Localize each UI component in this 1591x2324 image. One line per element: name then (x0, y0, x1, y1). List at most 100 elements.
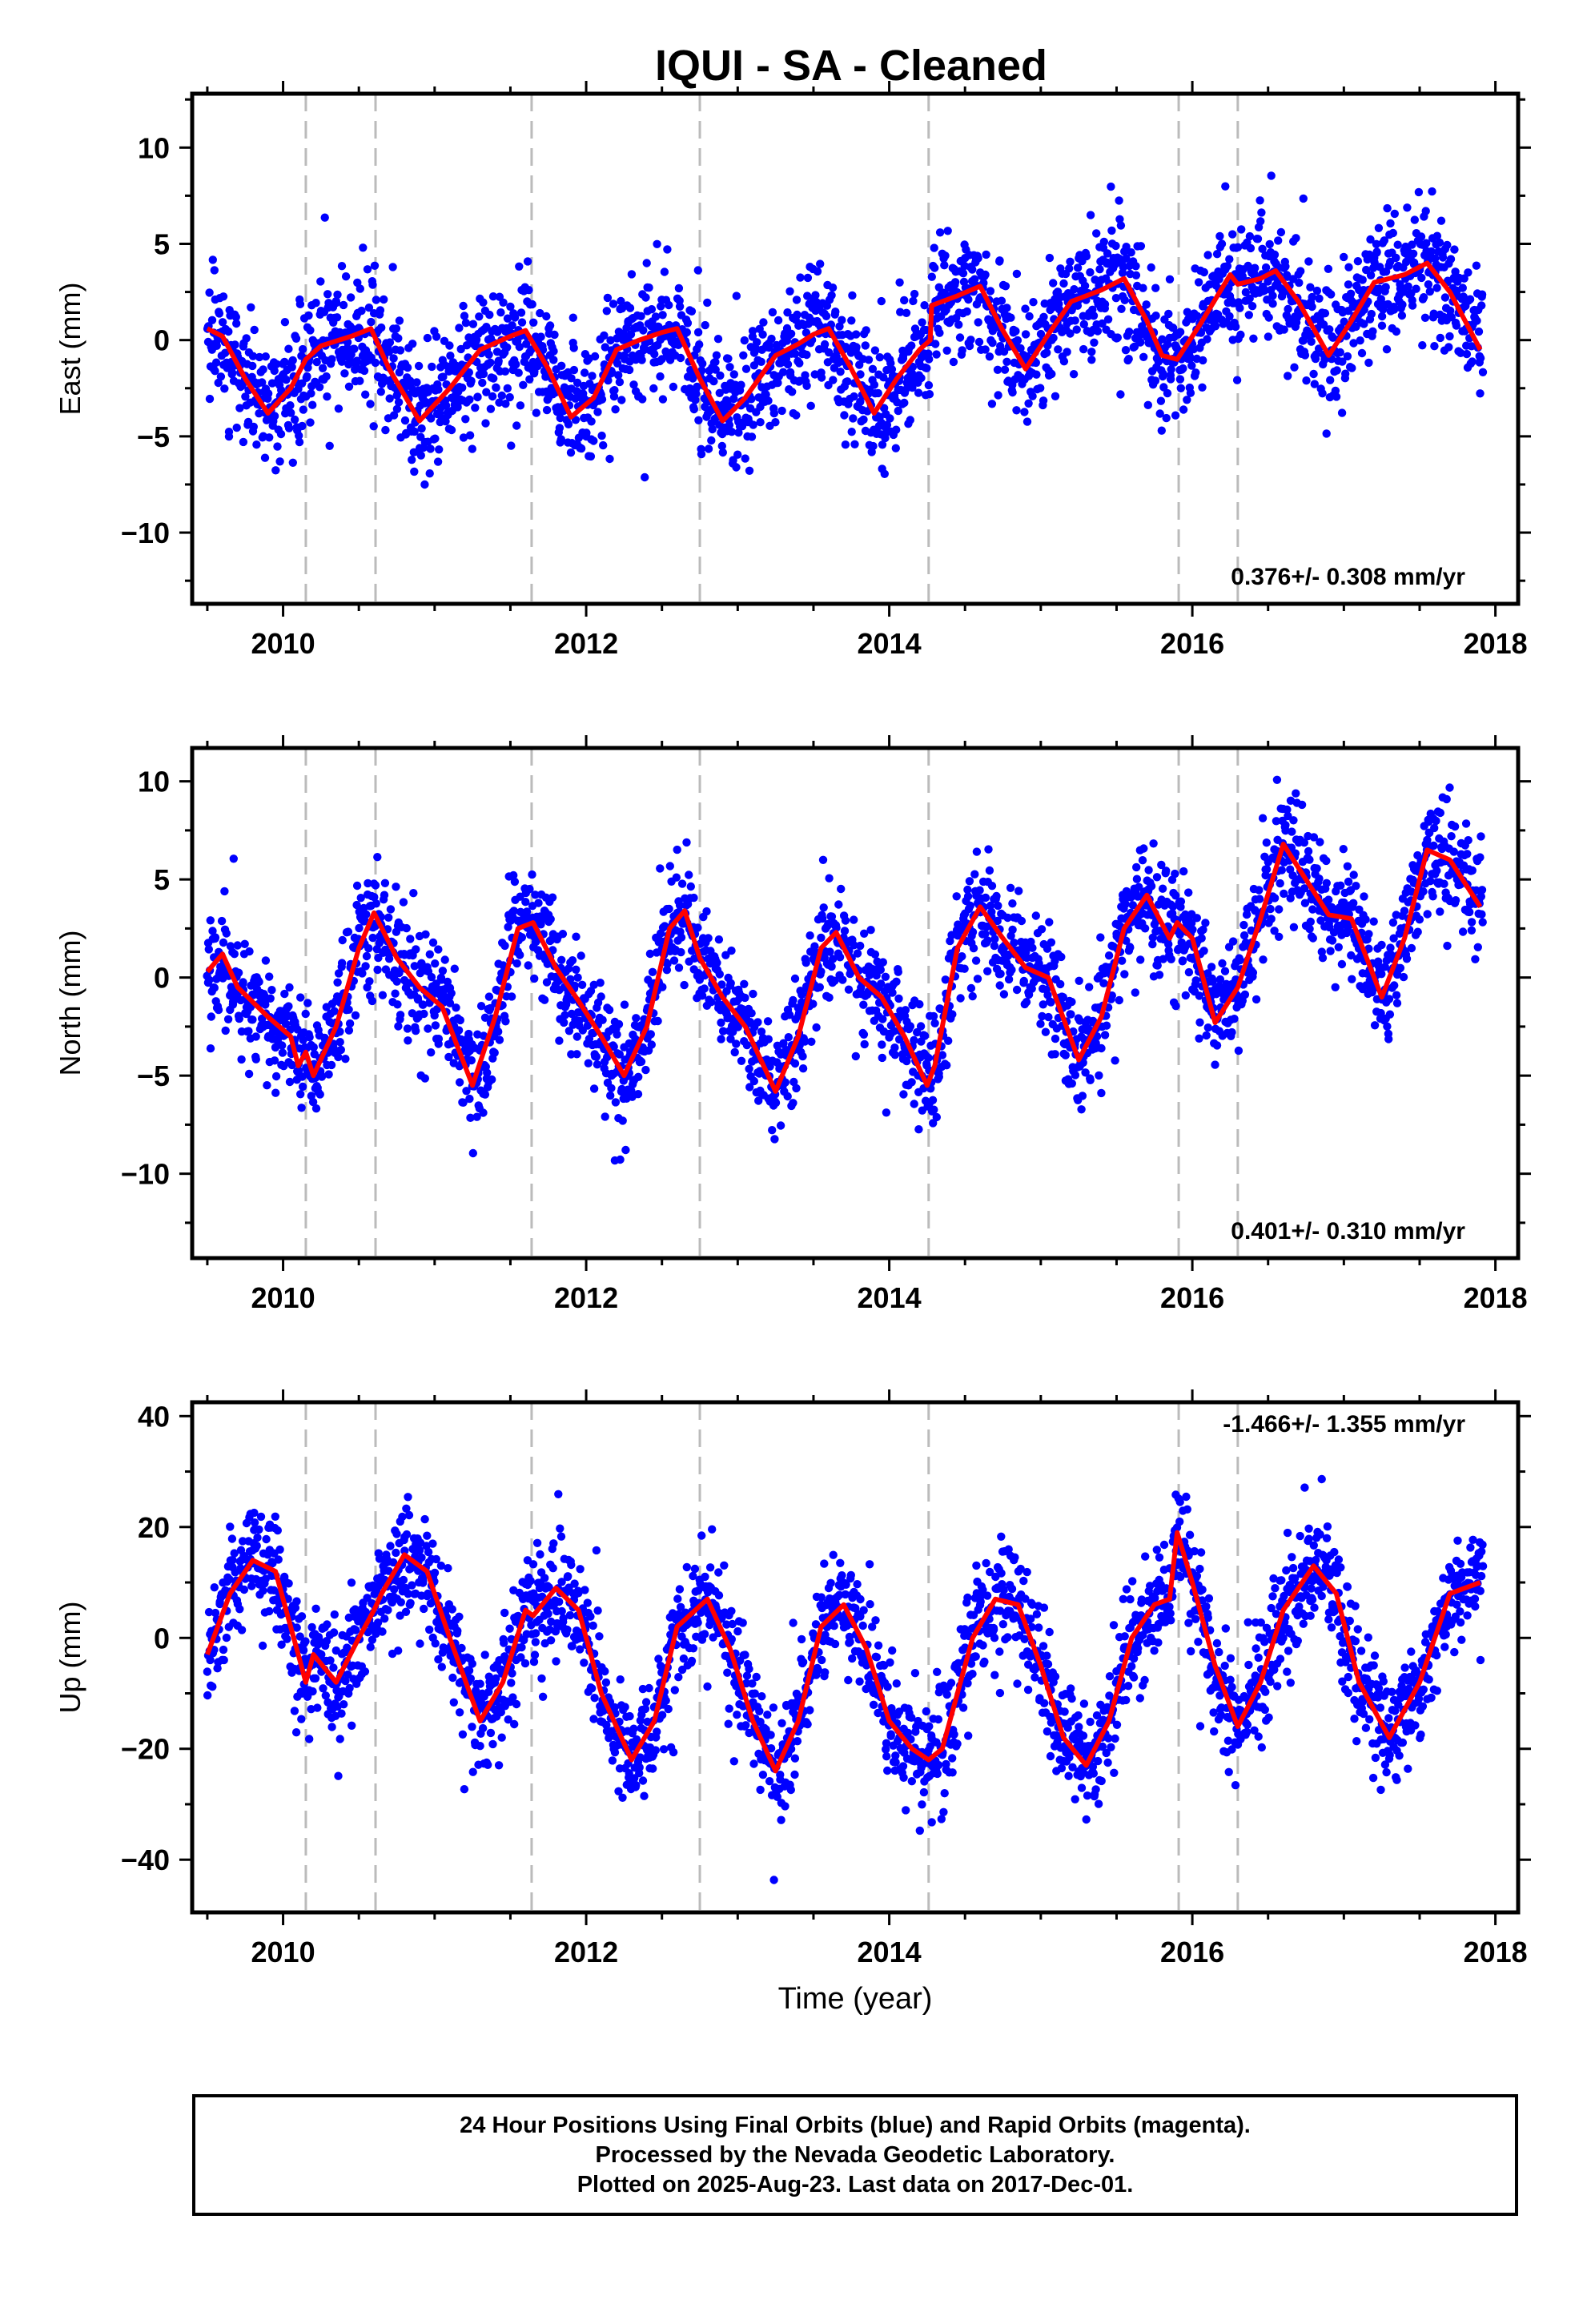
data-point (993, 916, 1002, 926)
data-point (1344, 280, 1353, 289)
data-point (832, 923, 841, 932)
data-point (938, 1051, 947, 1059)
data-point (749, 989, 757, 999)
data-point (431, 434, 440, 443)
data-point (1444, 343, 1453, 352)
data-point (825, 993, 834, 1002)
data-point (423, 333, 432, 343)
data-point (1193, 312, 1202, 320)
data-point (1426, 877, 1435, 886)
data-point (1428, 892, 1437, 901)
data-point (891, 444, 901, 452)
data-point (1155, 409, 1164, 418)
data-point (890, 1027, 898, 1035)
data-point (1020, 408, 1029, 416)
data-point (792, 296, 802, 304)
data-point (1059, 993, 1068, 1002)
data-point (1152, 873, 1162, 882)
data-point (771, 1098, 781, 1108)
data-point (529, 318, 538, 327)
rate-annotation: 0.376+/- 0.308 mm/yr (1231, 564, 1465, 590)
data-point (809, 999, 818, 1008)
data-point (1128, 901, 1138, 910)
data-point (472, 1112, 481, 1121)
data-point (298, 344, 307, 354)
data-point (1223, 262, 1232, 271)
data-point (1221, 182, 1230, 191)
data-point (1085, 983, 1094, 991)
data-point (1429, 841, 1438, 850)
data-point (642, 259, 651, 267)
data-point (496, 308, 505, 317)
data-point (1122, 243, 1131, 251)
data-point (564, 420, 573, 428)
data-point (983, 967, 992, 976)
plot-frame (190, 91, 1521, 606)
data-point (1103, 249, 1112, 258)
data-point (892, 425, 901, 434)
data-point (870, 380, 879, 389)
data-point (707, 436, 716, 445)
data-point (906, 1022, 915, 1031)
data-point (394, 334, 403, 343)
data-point (840, 927, 850, 935)
data-point (825, 874, 834, 883)
data-point (338, 935, 347, 945)
data-point (1251, 263, 1260, 272)
data-point (1408, 240, 1416, 249)
data-point (247, 303, 255, 312)
data-point (1432, 283, 1441, 292)
data-point (759, 318, 768, 327)
data-point (1322, 429, 1331, 438)
data-point (251, 1032, 260, 1041)
data-point (1346, 289, 1356, 298)
data-point (828, 283, 838, 292)
data-point (676, 353, 685, 363)
data-point (1392, 911, 1400, 919)
data-point (715, 388, 724, 397)
data-point (306, 418, 315, 427)
data-point (509, 870, 518, 880)
data-point (371, 881, 380, 890)
data-point (1286, 796, 1296, 805)
data-point (1014, 887, 1023, 895)
data-point (1080, 281, 1090, 291)
data-point (1392, 253, 1400, 263)
data-point (1045, 918, 1054, 927)
data-point (874, 388, 882, 398)
data-point (417, 424, 426, 433)
data-point (1368, 327, 1377, 336)
data-point (882, 1108, 891, 1117)
data-point (1366, 235, 1375, 244)
data-point (389, 411, 399, 420)
data-point (468, 320, 478, 328)
data-point (1430, 342, 1439, 351)
data-point (791, 349, 800, 358)
data-point (377, 323, 386, 332)
data-point (935, 328, 944, 337)
data-point (244, 1027, 253, 1035)
data-point (1102, 1021, 1111, 1030)
data-point (364, 879, 372, 888)
data-point (1099, 979, 1108, 988)
data-point (1398, 300, 1407, 309)
data-point (677, 947, 685, 957)
data-point (339, 300, 348, 310)
data-point (445, 341, 454, 350)
scatter-points (203, 775, 1487, 1165)
data-point (768, 1126, 777, 1135)
data-point (952, 892, 961, 901)
data-point (1175, 328, 1185, 336)
data-point (1049, 333, 1058, 343)
data-point (929, 1119, 938, 1128)
data-point (1140, 924, 1150, 933)
data-point (1464, 268, 1472, 277)
data-point (981, 929, 990, 939)
data-point (1339, 845, 1348, 854)
data-point (521, 898, 530, 907)
data-point (392, 324, 401, 333)
data-point (1414, 187, 1424, 197)
data-point (285, 1077, 295, 1087)
data-point (1300, 351, 1310, 360)
data-point (568, 956, 577, 965)
